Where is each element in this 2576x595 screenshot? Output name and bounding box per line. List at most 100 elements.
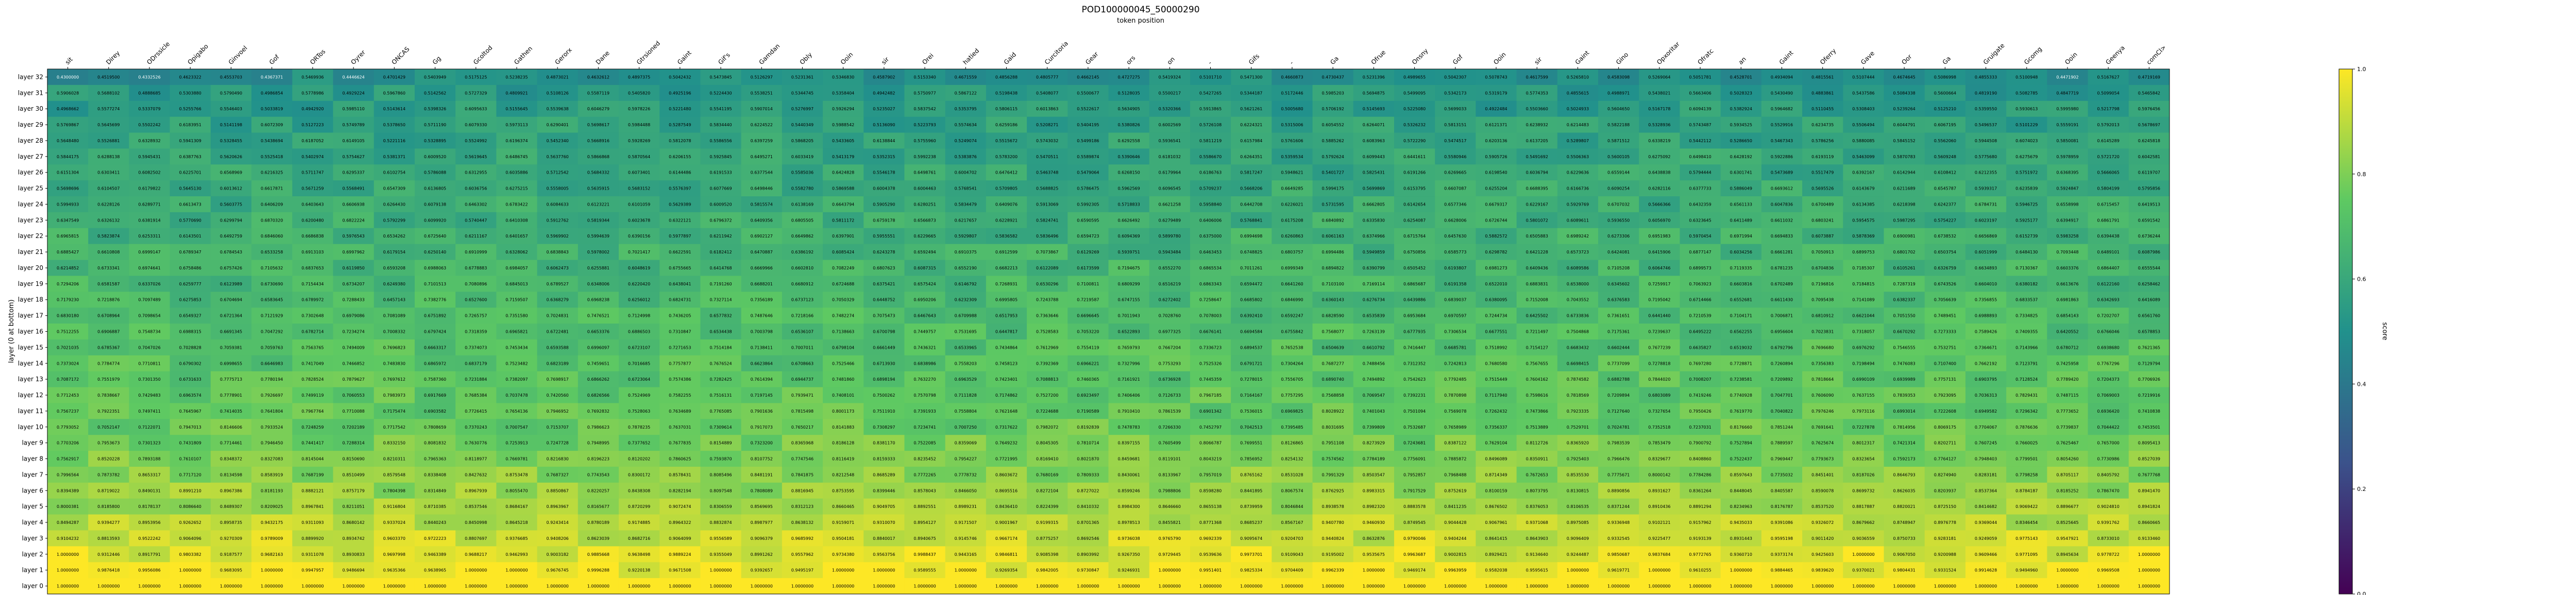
- cell-value-label: 0.8329677: [1648, 457, 1670, 462]
- cell-value-label: 0.7764127: [1934, 457, 1956, 462]
- cell-value-label: 0.7699551: [1240, 441, 1262, 446]
- cell-value-label: 0.9369044: [1975, 520, 1997, 525]
- heatmap-cell: [1272, 132, 1313, 149]
- cell-value-label: 0.8578431: [669, 472, 691, 477]
- cell-value-label: 0.7478783: [1117, 425, 1140, 430]
- cell-value-label: 0.6995805: [995, 298, 1018, 302]
- cell-value-label: 0.7792485: [1444, 377, 1466, 382]
- heatmap-cell: [1516, 116, 1558, 133]
- cell-value-label: 0.6778883: [465, 266, 487, 270]
- cell-value-label: 0.5562060: [1934, 139, 1956, 143]
- cell-value-label: 0.5926294: [832, 107, 854, 111]
- cell-value-label: 0.7948403: [1975, 457, 1997, 462]
- cell-value-label: 0.7318057: [1852, 330, 1874, 334]
- heatmap-cell: [1557, 164, 1599, 181]
- cell-value-label: 0.8749545: [1403, 520, 1426, 525]
- cell-value-label: 0.8537364: [1975, 488, 1997, 493]
- cell-value-label: 0.9003182: [547, 552, 569, 557]
- heatmap-cell: [1435, 84, 1476, 101]
- cell-value-label: 0.6013863: [1036, 107, 1058, 111]
- cell-value-label: 0.6187052: [301, 139, 324, 143]
- heatmap-cell: [2047, 196, 2089, 213]
- cell-value-label: 0.5155645: [505, 107, 528, 111]
- cell-value-label: 0.5586556: [709, 139, 732, 143]
- cell-value-label: 0.9243414: [547, 520, 569, 525]
- cell-value-label: 0.7567655: [1526, 361, 1548, 366]
- cell-value-label: 0.8350911: [1526, 457, 1548, 462]
- heatmap-cell: [1680, 148, 1721, 165]
- cell-value-label: 0.7460365: [1077, 377, 1099, 382]
- heatmap-cell: [47, 116, 89, 133]
- cell-value-label: 0.8748947: [1893, 520, 1915, 525]
- heatmap-cell: [863, 196, 905, 213]
- heatmap-cell: [455, 180, 497, 197]
- cell-value-label: 0.8095413: [2138, 441, 2160, 446]
- cell-value-label: 0.7196816: [1811, 282, 1834, 286]
- cell-value-label: 0.6759178: [873, 218, 895, 223]
- heatmap-cell: [659, 100, 701, 117]
- heatmap-cell: [47, 132, 89, 149]
- heatmap-cell: [1639, 148, 1680, 165]
- cell-value-label: 0.7632270: [913, 377, 936, 382]
- heatmap-cell: [659, 84, 701, 101]
- heatmap-cell: [1149, 84, 1191, 101]
- cell-value-label: 0.5768841: [1240, 218, 1262, 223]
- cell-value-label: 0.6999349: [1281, 266, 1303, 270]
- heatmap-cell: [1108, 196, 1150, 213]
- cell-value-label: 0.8046844: [1281, 504, 1303, 509]
- cell-value-label: 0.7838667: [97, 393, 120, 398]
- heatmap-cell: [1067, 100, 1109, 117]
- cell-value-label: 0.6337026: [138, 282, 160, 286]
- cell-value-label: 0.7728871: [1730, 361, 1752, 366]
- cell-value-label: 0.9001967: [995, 520, 1018, 525]
- cell-value-label: 0.6724688: [832, 282, 854, 286]
- cell-value-label: 0.8991262: [751, 552, 773, 557]
- cell-value-label: 0.6698415: [1567, 361, 1589, 366]
- heatmap-cell: [251, 69, 293, 86]
- cell-value-label: 0.8116419: [832, 457, 854, 462]
- cell-value-label: 0.8705117: [2056, 472, 2078, 477]
- cell-value-label: 0.5754627: [342, 155, 364, 159]
- cell-value-label: 0.7710811: [138, 361, 160, 366]
- cell-value-label: 0.8725150: [1934, 504, 1956, 509]
- x-tick-label: Gamdan: [757, 42, 781, 66]
- cell-value-label: 0.9392657: [751, 568, 773, 573]
- heatmap-cell: [1557, 84, 1599, 101]
- heatmap-cell: [823, 196, 864, 213]
- cell-value-label: 0.7677835: [669, 441, 691, 446]
- cell-value-label: 0.7798258: [2015, 472, 2038, 477]
- cell-value-label: 0.7417049: [301, 361, 324, 366]
- heatmap-cell: [986, 164, 1027, 181]
- x-tick-label: Geenya: [2104, 44, 2126, 66]
- cell-value-label: 0.7717542: [383, 425, 405, 430]
- cell-value-label: 0.6144486: [669, 171, 691, 175]
- cell-value-label: 0.5344187: [1240, 91, 1262, 95]
- cell-value-label: 0.9547921: [2056, 536, 2078, 541]
- cell-value-label: 0.6226021: [1281, 202, 1303, 207]
- heatmap-cell: [700, 164, 742, 181]
- cell-value-label: 0.8930833: [342, 552, 364, 557]
- heatmap-cell: [1802, 212, 1843, 229]
- y-tick-label: layer 6: [22, 487, 43, 494]
- heatmap-cell: [700, 100, 742, 117]
- heatmap-cell: [210, 148, 252, 165]
- cell-value-label: 0.8376053: [1526, 504, 1548, 509]
- heatmap-cell: [904, 132, 946, 149]
- heatmap-cell: [251, 228, 293, 245]
- cell-value-label: 0.5398326: [424, 107, 446, 111]
- heatmap-cell: [47, 196, 89, 213]
- cell-value-label: 0.5408077: [1036, 91, 1058, 95]
- cell-value-label: 0.5042432: [669, 75, 691, 79]
- cell-value-label: 0.4660873: [1281, 75, 1303, 79]
- cell-value-label: 0.6137205: [1526, 139, 1548, 143]
- cell-value-label: 0.5609248: [1934, 155, 1956, 159]
- cell-value-label: 0.7436321: [913, 345, 936, 350]
- cell-value-label: 0.5977897: [669, 234, 691, 239]
- cell-value-label: 1.0000000: [220, 584, 242, 589]
- cell-value-label: 0.7253913: [505, 441, 528, 446]
- heatmap-cell: [1108, 100, 1150, 117]
- cell-value-label: 0.6592494: [913, 250, 936, 254]
- heatmap-cell: [170, 84, 211, 101]
- cell-value-label: 0.6974641: [138, 266, 160, 270]
- cell-value-label: 0.5469936: [301, 75, 324, 79]
